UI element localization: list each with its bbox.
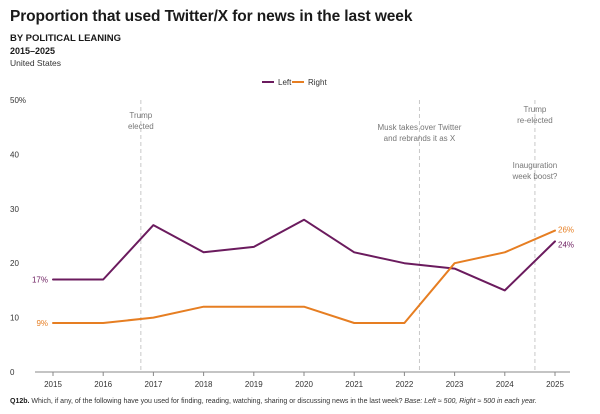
event-annotation-text: Trump — [524, 105, 547, 114]
legend: Left Right — [262, 78, 327, 87]
series-lines-layer — [52, 218, 556, 324]
y-tick-label: 40 — [10, 150, 19, 159]
series-line-left — [52, 218, 556, 292]
x-tick-label: 2021 — [345, 380, 363, 389]
line-chart: 0 10 20 30 40 50% 2015 2016 2017 2018 2019 2020 2021… — [10, 78, 574, 389]
legend-label-left: Left — [278, 78, 292, 87]
x-tick-label: 2020 — [295, 380, 313, 389]
axes-layer: 0 10 20 30 40 50% 2015 2016 2017 2018 2019 2020 2021… — [10, 96, 570, 389]
legend-label-right: Right — [308, 78, 327, 87]
series-line-right — [52, 229, 556, 324]
event-annotation-text: re-elected — [517, 116, 553, 125]
end-label-left: 24% — [558, 240, 574, 249]
event-annotation-text: Trump — [129, 111, 152, 120]
event-annotation-text: Musk takes over Twitter — [378, 123, 462, 132]
x-tick-label: 2017 — [145, 380, 163, 389]
event-annotation-text: week boost? — [511, 172, 557, 181]
event-annotation-text: Inauguration — [513, 161, 557, 170]
x-tick-label: 2018 — [195, 380, 213, 389]
footnote: Q12b. Which, if any, of the following ha… — [10, 398, 537, 405]
data-labels-layer: 17% 24% 9% 26% — [32, 226, 574, 328]
x-tick-label: 2019 — [245, 380, 263, 389]
chart-title: Proportion that used Twitter/X for news … — [10, 8, 413, 25]
x-tick-label: 2024 — [496, 380, 514, 389]
event-rules-layer — [140, 100, 536, 372]
event-annotation-text: elected — [128, 122, 154, 131]
footnote-base: Base: Left ≈ 500, Right ≈ 500 in each ye… — [404, 398, 537, 405]
chart-subtitle: BY POLITICAL LEANING — [10, 33, 122, 44]
region-label: United States — [10, 58, 62, 68]
x-tick-label: 2023 — [446, 380, 464, 389]
start-label-left: 17% — [32, 276, 48, 285]
x-tick-label: 2025 — [546, 380, 564, 389]
y-tick-label: 20 — [10, 259, 19, 268]
y-tick-label: 30 — [10, 205, 19, 214]
y-tick-label: 10 — [10, 314, 19, 323]
x-tick-label: 2016 — [94, 380, 112, 389]
year-range: 2015–2025 — [10, 46, 56, 56]
y-tick-label: 50% — [10, 96, 26, 105]
footnote-question: Q12b. — [10, 398, 30, 405]
annotations-layer: Trump elected Musk takes over Twitter and r… — [128, 105, 558, 181]
y-tick-label: 0 — [10, 368, 15, 377]
footnote-text: Which, if any, of the following have you… — [29, 398, 405, 405]
end-label-right: 26% — [558, 226, 574, 235]
start-label-right: 9% — [36, 319, 48, 328]
x-tick-label: 2022 — [396, 380, 414, 389]
event-annotation-text: and rebrands it as X — [384, 134, 456, 143]
x-tick-label: 2015 — [44, 380, 62, 389]
